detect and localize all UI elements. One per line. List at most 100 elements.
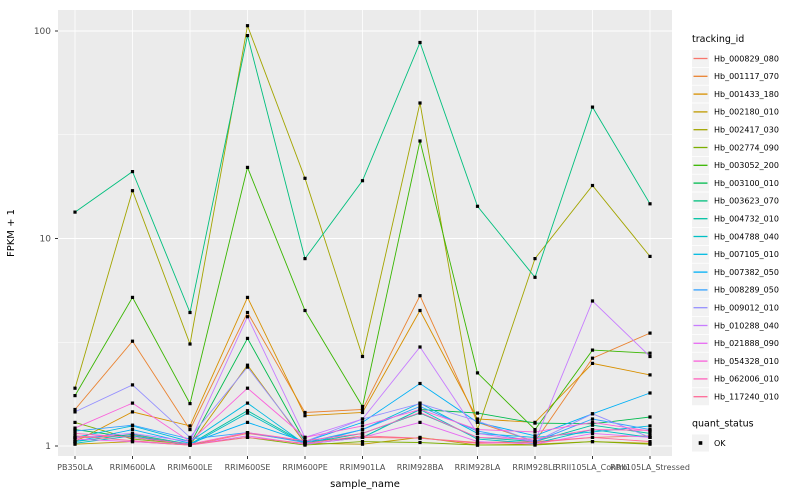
x-tick-label: RRIM928LE [512, 463, 557, 472]
data-point-marker [533, 434, 537, 438]
data-point-marker [245, 411, 250, 415]
data-point-marker [245, 420, 250, 424]
data-point-marker [73, 420, 77, 424]
legend-label-Hb_000829_080: Hb_000829_080 [714, 54, 779, 63]
data-point-marker [590, 431, 595, 435]
data-point-marker [360, 354, 365, 359]
data-point-marker [475, 371, 480, 375]
x-tick-label: RRIM600LE [167, 463, 212, 472]
data-point-marker [73, 434, 77, 438]
data-point-marker [475, 417, 480, 421]
data-point-marker [475, 440, 480, 444]
data-point-marker [245, 363, 250, 367]
data-point-marker [590, 299, 595, 303]
data-point-marker [590, 435, 595, 439]
y-axis-title: FPKM + 1 [6, 209, 17, 257]
data-point-marker [533, 421, 537, 425]
data-point-marker [418, 410, 422, 415]
data-point-marker [188, 437, 192, 441]
data-point-marker [188, 428, 192, 432]
data-point-marker [648, 435, 652, 439]
x-tick-label: RRII105LA_Stressed [610, 463, 690, 472]
legend-label-Hb_004732_010: Hb_004732_010 [714, 215, 779, 224]
x-tick-label: PB350LA [57, 463, 93, 472]
data-point-marker [590, 420, 595, 424]
legend-label-Hb_062006_010: Hb_062006_010 [714, 375, 779, 384]
data-point-marker [188, 443, 192, 447]
data-point-marker [533, 275, 537, 279]
legend-key-ok-marker [698, 441, 703, 445]
legend-label-Hb_001433_180: Hb_001433_180 [714, 90, 779, 99]
legend-label-Hb_002774_090: Hb_002774_090 [714, 143, 779, 152]
x-tick-label: RRIM600SE [225, 463, 271, 472]
data-point-marker [188, 424, 192, 428]
data-point-marker [533, 428, 537, 432]
data-point-marker [418, 139, 422, 143]
legend-label-Hb_007382_050: Hb_007382_050 [714, 268, 779, 277]
data-point-marker [418, 402, 422, 406]
data-point-marker [130, 383, 135, 387]
data-point-marker [418, 381, 422, 386]
x-tick-label: RRIM901LA [340, 463, 386, 472]
data-point-marker [360, 404, 365, 409]
data-point-marker [648, 391, 652, 395]
data-point-marker [130, 431, 135, 435]
data-point-marker [648, 351, 652, 355]
data-point-marker [475, 435, 480, 439]
data-point-marker [648, 415, 652, 419]
data-point-marker [648, 440, 652, 444]
data-point-marker [245, 310, 250, 315]
x-tick-label: RRII105LA_Control [555, 463, 629, 472]
data-point-marker [418, 436, 422, 440]
data-point-marker [475, 411, 480, 415]
legend-label-Hb_054328_010: Hb_054328_010 [714, 357, 779, 366]
data-point-marker [418, 345, 422, 349]
data-point-marker [245, 431, 250, 435]
data-point-marker [245, 401, 250, 405]
data-point-marker [360, 440, 365, 444]
data-point-marker [360, 442, 365, 446]
data-point-marker [648, 373, 652, 377]
data-point-marker [73, 394, 77, 398]
data-point-marker [245, 295, 250, 299]
data-point-marker [245, 315, 250, 319]
data-point-marker [533, 442, 537, 446]
data-point-marker [188, 435, 192, 439]
data-point-marker [245, 409, 250, 413]
data-point-marker [245, 24, 250, 28]
data-point-marker [360, 424, 365, 428]
data-point-marker [245, 336, 250, 340]
data-point-marker [130, 410, 135, 414]
legend-label-Hb_003052_200: Hb_003052_200 [714, 161, 779, 170]
data-point-marker [533, 430, 537, 434]
data-point-marker [360, 434, 365, 438]
data-point-marker [130, 435, 135, 439]
data-point-marker [73, 407, 77, 412]
data-point-marker [188, 342, 192, 346]
data-point-marker [475, 441, 480, 445]
data-point-marker [303, 441, 307, 445]
data-point-marker [590, 412, 595, 416]
data-point-marker [533, 257, 537, 261]
x-tick-label: RRIM600PE [282, 463, 328, 472]
data-point-marker [73, 429, 77, 433]
data-point-marker [130, 339, 135, 343]
data-point-marker [533, 440, 537, 445]
data-point-marker [245, 165, 250, 169]
data-point-marker [475, 428, 480, 432]
data-point-marker [303, 414, 307, 418]
data-point-marker [648, 424, 652, 428]
legend-label-Hb_003100_010: Hb_003100_010 [714, 179, 779, 188]
data-point-marker [648, 254, 652, 258]
data-point-marker [360, 407, 365, 412]
data-point-marker [418, 407, 422, 412]
data-point-marker [245, 34, 250, 38]
x-tick-label: RRIM928LA [455, 463, 501, 472]
data-point-marker [73, 431, 77, 435]
data-point-marker [303, 410, 307, 415]
legend-title-quant-status: quant_status [692, 419, 754, 430]
data-point-marker [590, 428, 595, 432]
x-tick-label: RRIM928BA [397, 463, 444, 472]
data-point-marker [475, 204, 480, 208]
